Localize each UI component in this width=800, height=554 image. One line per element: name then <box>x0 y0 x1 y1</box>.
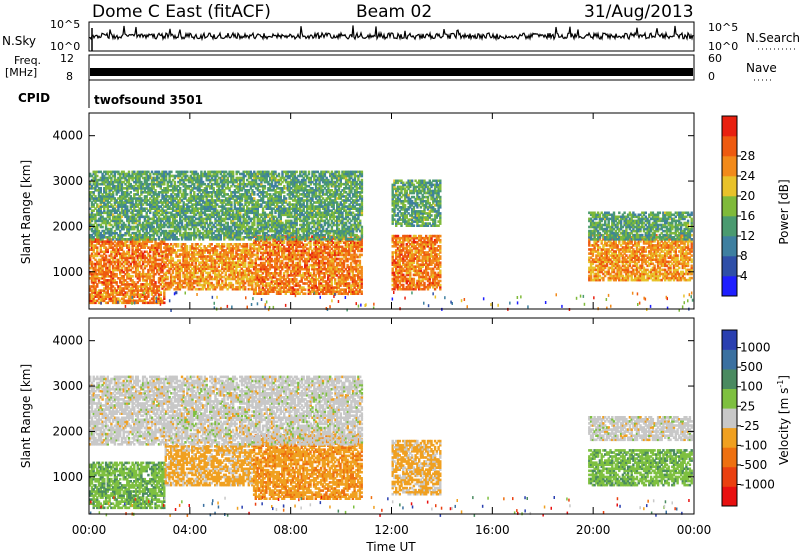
cpid-panel: CPID twofsound 3501 <box>18 80 203 108</box>
echo-cell <box>191 243 193 246</box>
echo-cell <box>166 276 168 279</box>
echo-cell <box>361 290 363 293</box>
station-title: Dome C East (fitACF) <box>92 2 271 22</box>
echo-cell <box>186 193 188 196</box>
echo-cell <box>200 243 202 246</box>
date-title: 31/Aug/2013 <box>584 2 694 22</box>
freq-label-2: [MHz] <box>5 66 37 79</box>
echo-cell <box>130 191 132 194</box>
echo-cell <box>361 266 363 269</box>
echo-cell <box>177 243 179 246</box>
cpid-label: CPID <box>18 91 50 105</box>
nsky-panel: N.Sky 10^5 10^0 10^5 10^0 N.Search <box>2 18 800 53</box>
nsky-trace <box>90 25 693 51</box>
echo-cell <box>177 238 179 241</box>
echo-cell <box>170 171 172 174</box>
echo-cell <box>244 286 246 289</box>
echo-cell <box>174 181 176 184</box>
radar-figure: Dome C East (fitACF) Beam 02 31/Aug/2013… <box>0 0 800 554</box>
echo-cell <box>361 254 363 257</box>
echo-cell <box>193 191 195 194</box>
nsky-line <box>90 25 693 39</box>
cpid-value: twofsound 3501 <box>94 93 203 107</box>
echo-cell <box>96 246 98 249</box>
echo-cell <box>213 187 215 190</box>
echo-cell <box>154 238 156 241</box>
echo-cell <box>223 243 225 246</box>
echo-cell <box>304 288 306 291</box>
echo-cell <box>126 205 128 208</box>
nsearch-tick-top: 10^5 <box>708 21 738 34</box>
echo-cell <box>216 249 218 252</box>
freq-tick-top: 12 <box>60 52 74 65</box>
echo-cell <box>154 189 156 192</box>
beam-title: Beam 02 <box>356 2 432 22</box>
echo-cell <box>131 275 133 278</box>
nave-tick-top: 60 <box>708 52 722 65</box>
echo-cell <box>116 281 118 284</box>
nave-label: Nave <box>746 61 777 75</box>
echo-cell <box>179 259 181 262</box>
echo-cell <box>163 302 165 305</box>
freq-panel: Freq. [MHz] 12 8 60 0 Nave <box>5 52 777 83</box>
echo-cell <box>232 284 234 287</box>
power-echoes <box>89 171 693 312</box>
echo-cell <box>172 257 174 260</box>
nsky-label: N.Sky <box>2 34 36 48</box>
echo-cell <box>211 243 213 246</box>
echo-cell <box>116 273 118 276</box>
echo-cell <box>251 259 253 262</box>
freq-trace <box>90 68 693 76</box>
echo-cell <box>96 175 98 178</box>
echo-cell <box>128 171 130 174</box>
echo-cell <box>359 260 361 263</box>
echo-cell <box>101 226 103 229</box>
echo-cell <box>334 278 336 281</box>
nave-tick-bottom: 0 <box>708 70 715 83</box>
echo-cell <box>100 187 102 190</box>
echo-cell <box>295 278 297 281</box>
echo-cell <box>154 281 156 284</box>
echo-cell <box>186 171 188 174</box>
echo-cell <box>186 245 188 248</box>
echo-cell <box>246 243 248 246</box>
nsearch-label: N.Search <box>746 31 800 45</box>
echo-cell <box>160 291 162 294</box>
echo-cell <box>179 187 181 190</box>
echo-cell <box>221 280 223 283</box>
echo-cell <box>304 292 306 295</box>
echo-cell <box>105 255 107 258</box>
nsky-tick-top: 10^5 <box>50 18 80 31</box>
freq-tick-bottom: 8 <box>66 70 73 83</box>
